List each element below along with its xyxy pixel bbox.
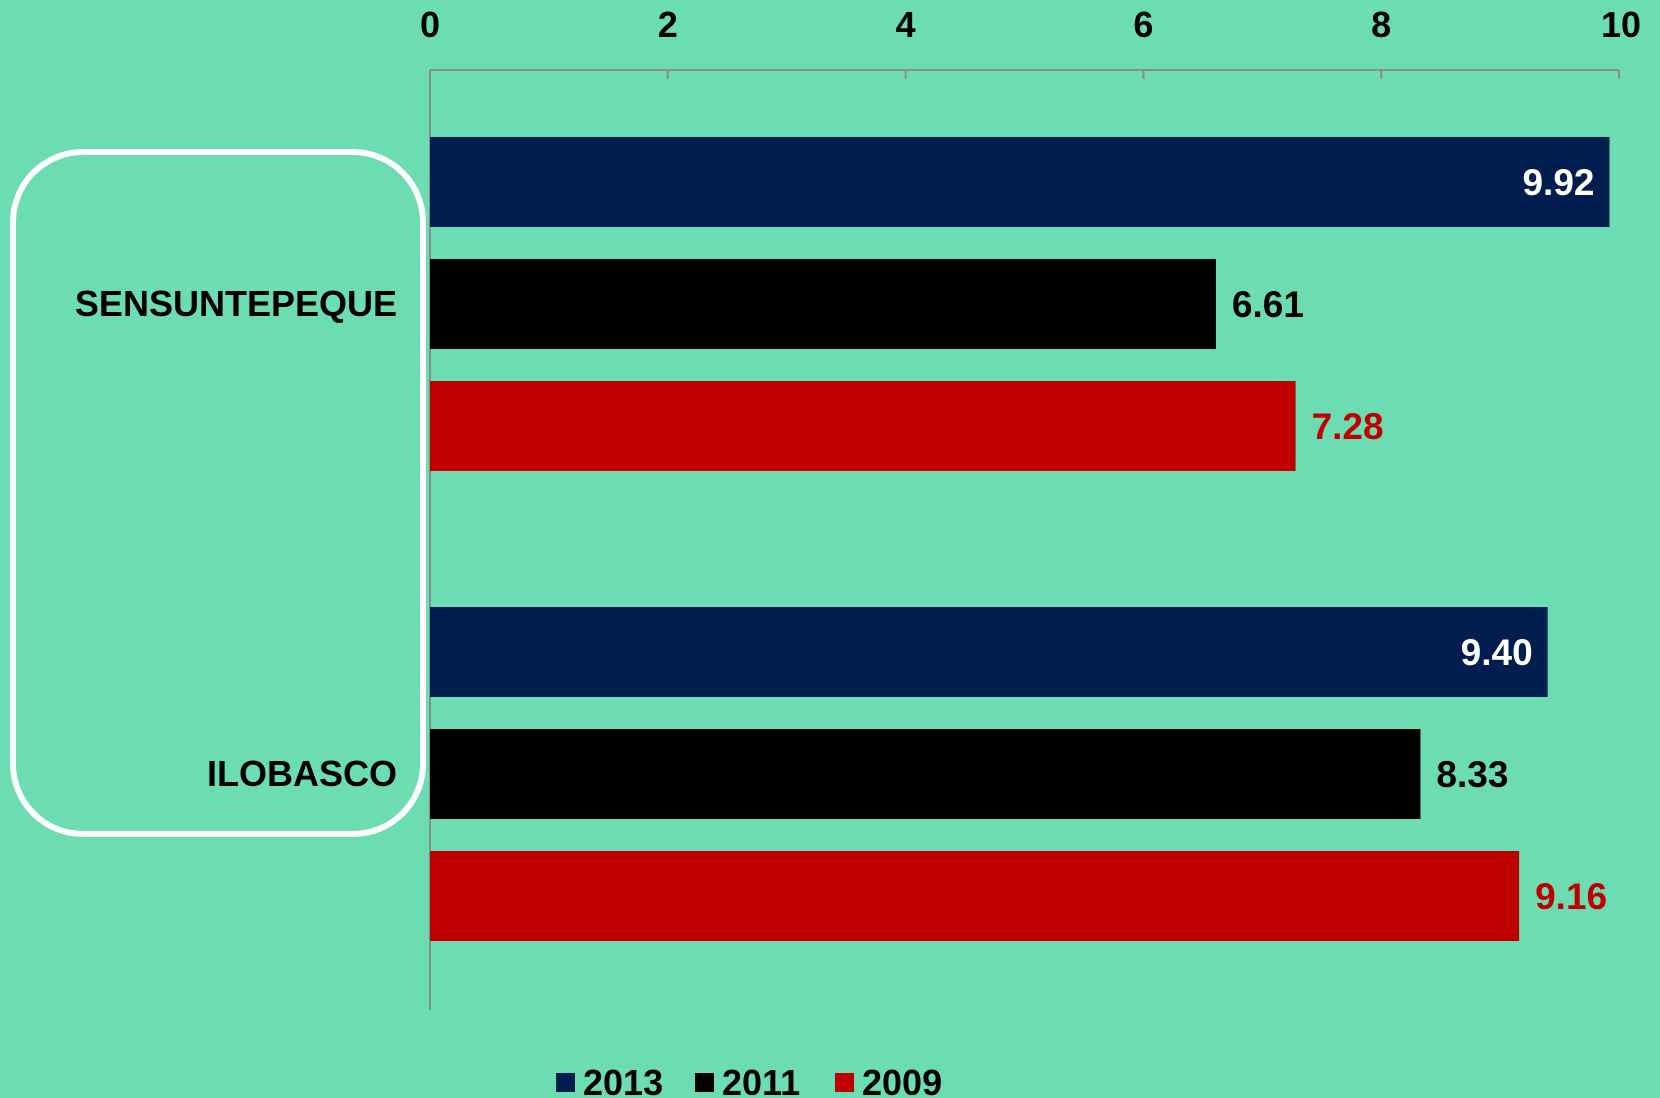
category-label: ILOBASCO <box>207 753 397 794</box>
bar <box>430 259 1216 349</box>
data-label: 9.92 <box>1522 162 1594 203</box>
x-tick-label: 2 <box>658 4 678 45</box>
legend-swatch <box>695 1073 714 1092</box>
x-tick-label: 4 <box>896 4 916 45</box>
x-tick-label: 8 <box>1371 4 1391 45</box>
bar <box>430 137 1610 227</box>
bar-layer <box>430 137 1610 941</box>
bar <box>430 729 1421 819</box>
data-label: 7.28 <box>1312 406 1384 447</box>
bar <box>430 607 1548 697</box>
x-tick-label: 6 <box>1133 4 1153 45</box>
data-label: 9.16 <box>1535 876 1607 917</box>
bar <box>430 381 1296 471</box>
data-label: 9.40 <box>1461 632 1533 673</box>
legend-swatch <box>556 1073 575 1092</box>
x-tick-label: 0 <box>420 4 440 45</box>
legend: 2013 2011 2009 <box>556 1062 942 1098</box>
x-axis: 0 2 4 6 8 10 <box>10 4 1641 1010</box>
legend-label: 2013 <box>583 1062 663 1098</box>
data-label: 8.33 <box>1436 754 1508 795</box>
bar <box>430 851 1520 941</box>
category-label: SENSUNTEPEQUE <box>75 283 397 324</box>
legend-swatch <box>835 1073 854 1092</box>
x-tick-label: 10 <box>1601 4 1641 45</box>
data-label: 6.61 <box>1232 284 1304 325</box>
category-highlight-box <box>10 149 426 837</box>
label-layer: SENSUNTEPEQUE ILOBASCO 9.92 6.61 7.28 9.40 8.3… <box>75 162 1607 917</box>
legend-label: 2009 <box>862 1062 942 1098</box>
legend-label: 2011 <box>722 1062 800 1098</box>
